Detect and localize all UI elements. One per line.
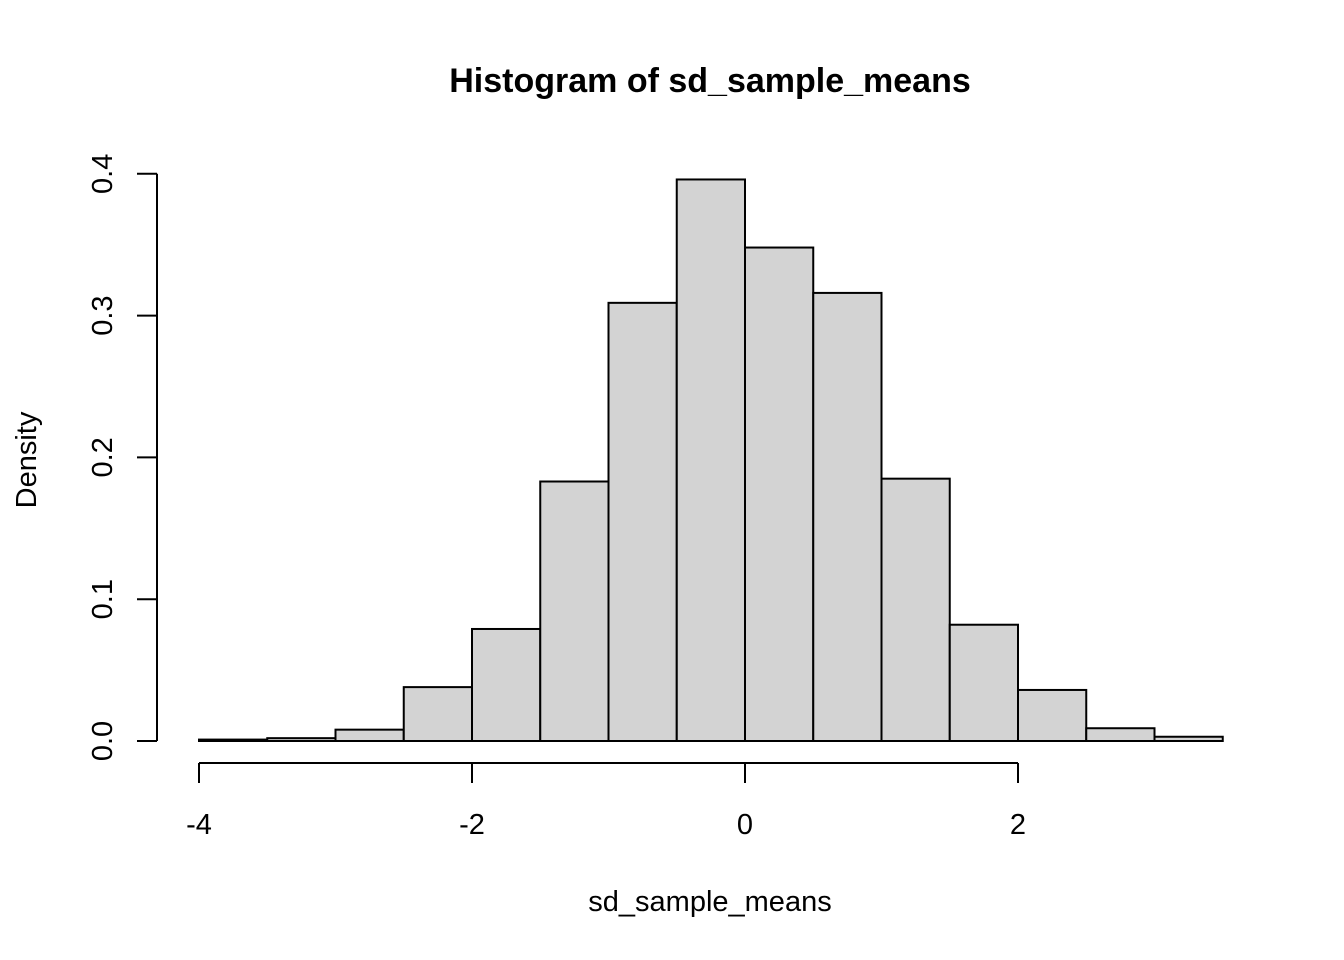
x-tick-label: 0	[737, 809, 753, 841]
histogram-bar	[1017, 688, 1088, 743]
y-axis: 0.0 0.1 0.2 0.3 0.4	[87, 154, 158, 761]
x-tick-label: 2	[1010, 809, 1026, 841]
histogram-bar	[471, 627, 542, 743]
histogram-bar	[812, 291, 883, 742]
chart-title: Histogram of sd_sample_means	[449, 62, 971, 100]
histogram-bar	[1085, 727, 1156, 742]
y-tick-label: 0.4	[87, 154, 119, 194]
x-axis-label: sd_sample_means	[588, 886, 831, 918]
y-axis-label: Density	[11, 411, 43, 508]
y-tick-label: 0.2	[87, 437, 119, 477]
x-tick-label: -4	[186, 809, 212, 841]
histogram-bar	[266, 737, 337, 743]
y-tick-label: 0.1	[87, 579, 119, 619]
histogram-bar	[607, 301, 678, 742]
histogram-bar	[880, 477, 951, 742]
histogram-bar	[744, 246, 815, 742]
bars-group	[198, 178, 1224, 743]
histogram-bar	[334, 728, 405, 743]
histogram-bar	[539, 480, 610, 742]
histogram-bar	[1153, 735, 1224, 742]
histogram-bar	[948, 623, 1019, 742]
y-tick-label: 0.0	[87, 721, 119, 761]
histogram-bar	[198, 738, 269, 742]
y-tick-label: 0.3	[87, 295, 119, 335]
x-tick-label: -2	[459, 809, 485, 841]
histogram-bar	[402, 686, 473, 743]
x-axis: -4 -2 0 2	[186, 762, 1026, 841]
histogram-bar	[675, 178, 746, 743]
